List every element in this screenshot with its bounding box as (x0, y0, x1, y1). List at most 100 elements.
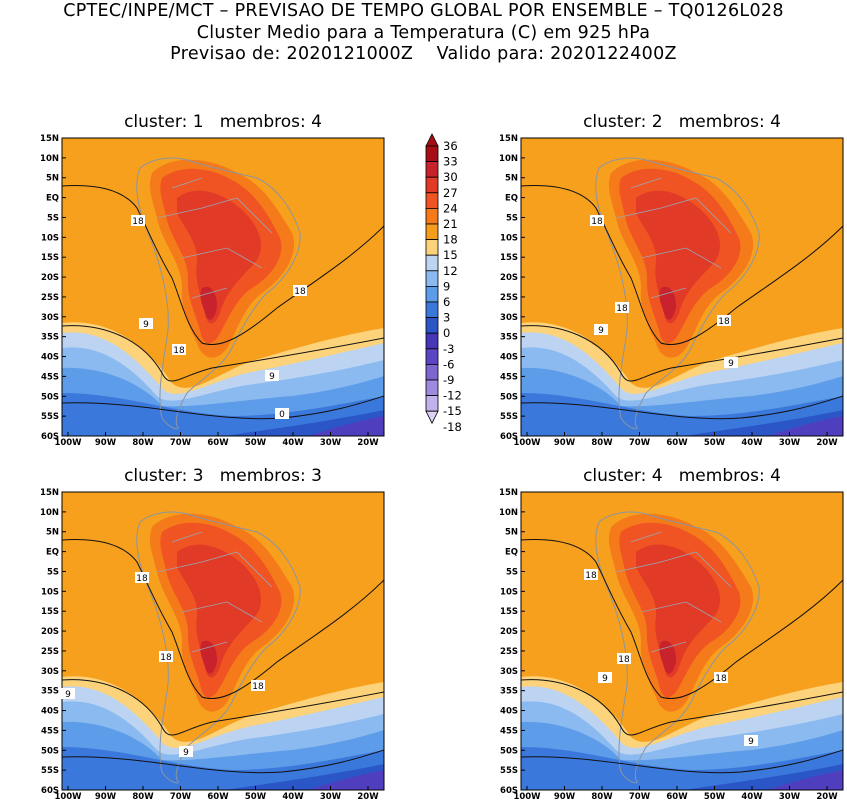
lon-tick-label: 90W (554, 792, 576, 802)
lat-tick-label: 50S (41, 746, 59, 756)
contour-label: 9 (748, 737, 754, 747)
lat-tick-label: 40S (500, 353, 518, 363)
lon-tick-label: 90W (554, 438, 576, 448)
lon-tick-label: 90W (95, 438, 117, 448)
contour-label: 9 (728, 359, 734, 369)
lon-tick-label: 30W (320, 792, 342, 802)
contour-label: 18 (173, 346, 185, 356)
lat-tick-label: 60S (500, 786, 518, 796)
lon-tick-label: 50W (704, 438, 726, 448)
panel-1-title: cluster: 1 membros: 4 (124, 112, 322, 132)
contour-label: 18 (718, 317, 730, 327)
lon-tick-label: 80W (591, 792, 613, 802)
map-panel-2: 15N 10N 5N EQ 5S 10S 15S 20S 25S 30S 35S 40S 45S 50S 5… (499, 134, 844, 448)
colorbar-segment (425, 332, 439, 350)
header-title-line1: CPTEC/INPE/MCT – PREVISAO DE TEMPO GLOBA… (63, 1, 784, 21)
lon-tick-label: 100W (513, 792, 541, 802)
lon-tick-label: 100W (54, 438, 82, 448)
colorbar-segment (425, 192, 439, 209)
lat-tick-label: 5S (47, 213, 59, 223)
lat-tick-label: EQ (505, 194, 518, 204)
lon-tick-label: 70W (170, 792, 192, 802)
lat-tick-label: 40S (41, 707, 59, 717)
colorbar-segment (425, 285, 439, 303)
lat-tick-label: 10S (500, 587, 518, 597)
colorbar-label: -3 (443, 342, 454, 356)
lon-tick-label: 40W (282, 438, 304, 448)
contour-label: 9 (602, 674, 608, 684)
lat-tick-label: 15S (41, 253, 59, 263)
lat-tick-label: 30S (41, 667, 59, 677)
panel-4-title: cluster: 4 membros: 4 (583, 466, 781, 486)
lon-tick-label: 80W (132, 792, 154, 802)
lon-tick-label: 50W (704, 792, 726, 802)
map-field-1 (62, 138, 384, 436)
lat-tick-label: 5N (46, 528, 59, 538)
lat-tick-label: 5N (505, 528, 518, 538)
contour-label: 18 (252, 682, 264, 692)
colorbar-label: 18 (443, 233, 458, 247)
lon-tick-label: 80W (591, 438, 613, 448)
colorbar-label: 24 (443, 201, 458, 215)
lon-tick-label: 70W (170, 438, 192, 448)
map-field-4 (521, 492, 843, 790)
contour-label: 18 (715, 674, 727, 684)
colorbar-label: 15 (443, 248, 458, 262)
lat-tick-label: 60S (41, 432, 59, 442)
lat-tick-label: 15S (500, 607, 518, 617)
colorbar-label: -6 (443, 357, 454, 371)
header-title-line3: Previsao de: 2020121000Z Valido para: 20… (170, 44, 677, 64)
colorbar-segment (425, 317, 439, 334)
lat-tick-label: 5S (506, 567, 518, 577)
lat-tick-label: 50S (500, 746, 518, 756)
lat-tick-label: 40S (500, 707, 518, 717)
colorbar-label: 12 (443, 264, 458, 278)
lon-tick-label: 40W (741, 792, 763, 802)
lat-tick-label: 5S (47, 567, 59, 577)
lon-tick-label: 80W (132, 438, 154, 448)
contour-label: 18 (294, 287, 306, 297)
lat-tick-label: 5N (505, 174, 518, 184)
contour-label: 9 (143, 320, 149, 330)
colorbar-segment (425, 145, 439, 163)
colorbar-label: 33 (443, 155, 458, 169)
lat-tick-label: 25S (500, 647, 518, 657)
lat-tick-label: 15N (40, 134, 59, 144)
lon-tick-label: 30W (320, 438, 342, 448)
contour-label: 9 (183, 748, 189, 758)
lat-tick-label: EQ (46, 194, 59, 204)
lat-tick-label: 35S (41, 333, 59, 343)
lat-tick-label: 30S (500, 313, 518, 323)
lon-tick-label: 60W (207, 438, 229, 448)
lat-tick-label: 40S (41, 353, 59, 363)
lat-tick-label: 15N (499, 488, 518, 498)
colorbar-segment (425, 363, 439, 381)
lon-tick-label: 20W (357, 438, 379, 448)
contour-label: 18 (616, 304, 628, 314)
lat-tick-label: 10S (41, 233, 59, 243)
contour-label: 18 (618, 655, 630, 665)
map-frame-1 (61, 137, 385, 437)
lat-tick-label: 60S (500, 432, 518, 442)
lat-tick-label: 15S (41, 607, 59, 617)
colorbar-segment (425, 176, 439, 194)
lat-tick-label: 15N (40, 488, 59, 498)
map-panel-3: 15N 10N 5N EQ 5S 10S 15S 20S 25S 30S 35S 40S 45S 50S 5… (40, 488, 385, 802)
lat-tick-label: 25S (500, 293, 518, 303)
contour-label: 18 (132, 217, 144, 227)
lon-tick-label: 50W (245, 438, 267, 448)
lat-tick-label: 10N (40, 508, 59, 518)
lat-tick-label: 5N (46, 174, 59, 184)
lon-tick-label: 50W (245, 792, 267, 802)
lat-tick-label: 35S (500, 687, 518, 697)
contour-label: 9 (65, 690, 71, 700)
lat-tick-label: 15N (499, 134, 518, 144)
lon-tick-label: 60W (207, 792, 229, 802)
lat-tick-label: EQ (505, 548, 518, 558)
colorbar-label: -9 (443, 373, 454, 387)
colorbar-segment (425, 254, 439, 272)
lon-tick-label: 40W (741, 438, 763, 448)
colorbar-label: -18 (443, 420, 462, 434)
colorbar-label: 6 (443, 295, 450, 309)
lon-tick-label: 30W (779, 792, 801, 802)
